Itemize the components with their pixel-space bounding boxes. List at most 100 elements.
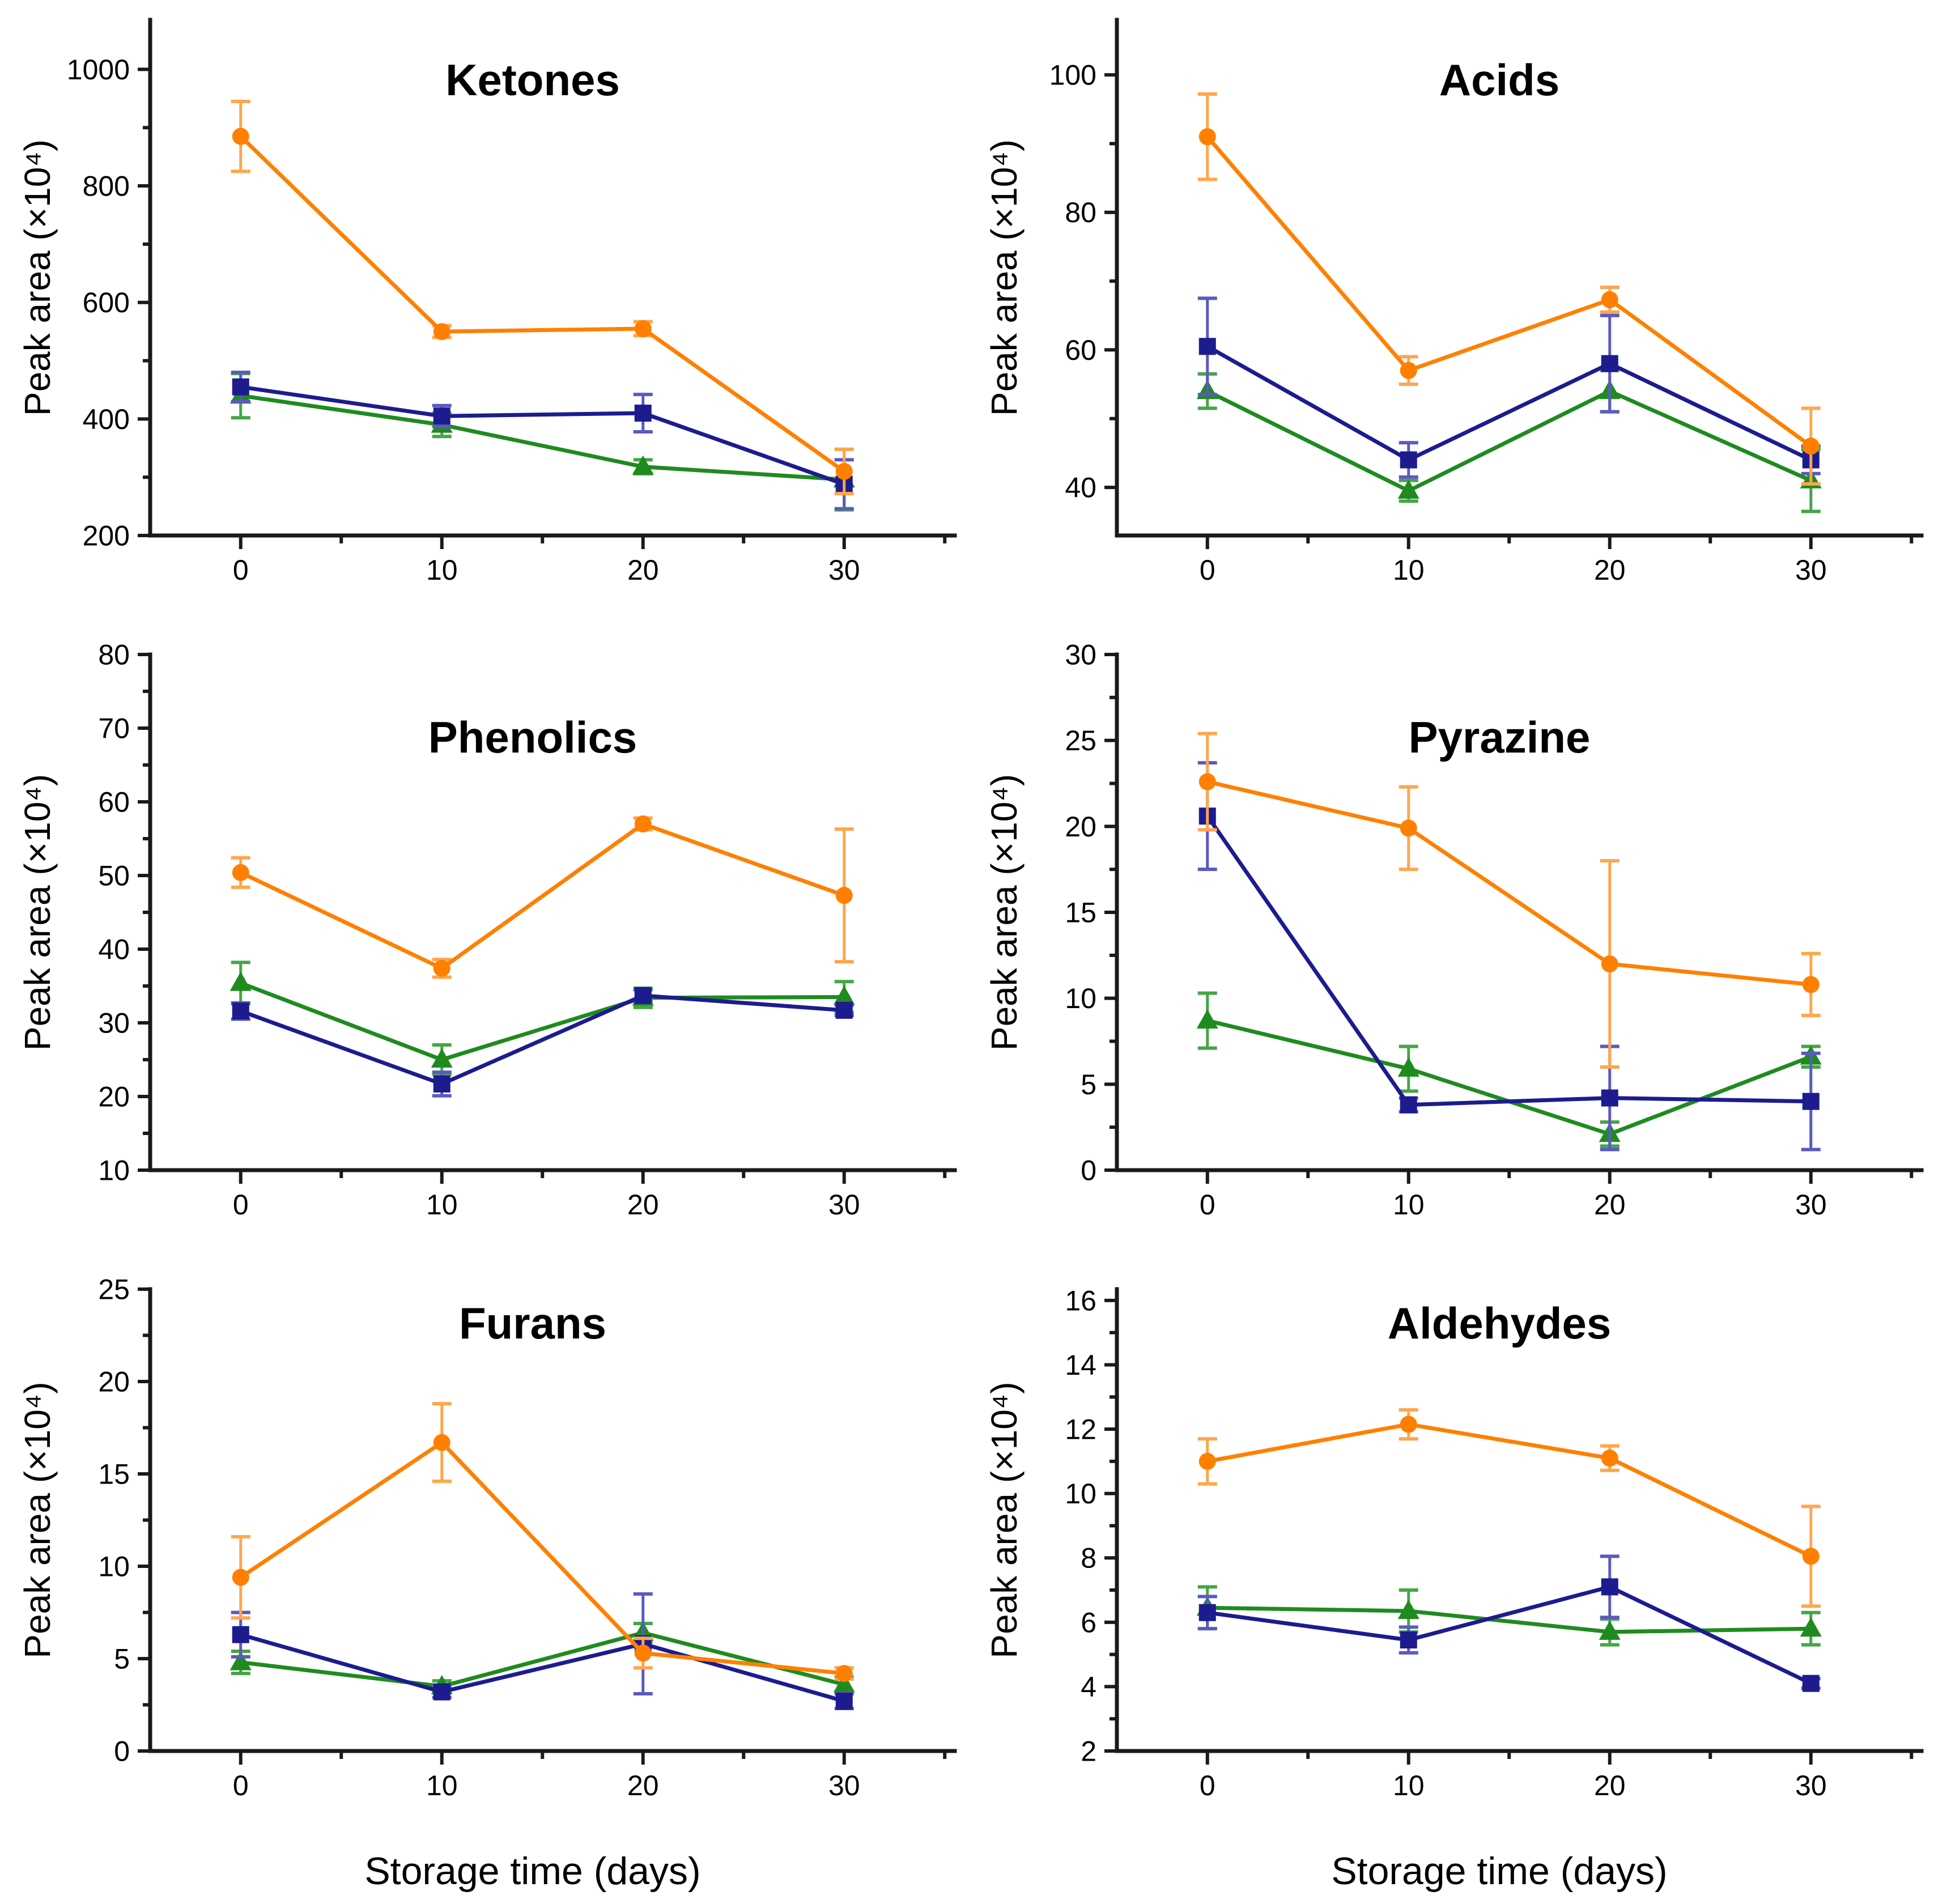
svg-text:30: 30 — [828, 554, 860, 586]
chart-pyrazine: 0 5 10 15 20 25 30 0 10 20 30 Pyrazine Peak area (×1… — [967, 635, 1934, 1269]
series-line — [1207, 1422, 1812, 1558]
y-axis-label: Peak area (×10⁴) — [17, 774, 58, 1051]
svg-text:20: 20 — [627, 1770, 659, 1801]
x-tick-labels: 0 10 20 30 — [233, 1189, 860, 1221]
data-point-marker — [1400, 1631, 1417, 1649]
svg-text:0: 0 — [233, 1189, 249, 1221]
x-tick-labels: 0 10 20 30 — [233, 1770, 860, 1801]
svg-text:0: 0 — [114, 1736, 130, 1767]
error-bars — [1197, 991, 1821, 1148]
svg-text:8: 8 — [1081, 1542, 1096, 1574]
data-point-marker — [1198, 1452, 1216, 1470]
svg-text:40: 40 — [1065, 472, 1096, 504]
error-bars — [231, 1592, 854, 1711]
series-line — [1207, 1605, 1811, 1634]
y-axis-label: Peak area (×10⁴) — [984, 774, 1025, 1051]
data-point-marker — [1599, 1620, 1621, 1640]
svg-text:50: 50 — [98, 860, 130, 892]
y-tick-labels: 0 5 10 15 20 25 — [98, 1274, 130, 1767]
svg-text:70: 70 — [98, 713, 130, 745]
data-point-marker — [1198, 338, 1216, 355]
svg-text:0: 0 — [233, 1770, 249, 1801]
series-line — [239, 135, 845, 473]
series-line — [239, 1440, 845, 1676]
error-bars — [231, 99, 854, 495]
data-point-marker — [1196, 1009, 1218, 1029]
x-axis-label: Storage time (days) — [1331, 1850, 1667, 1893]
series-navy-square — [1197, 296, 1821, 479]
series-green-triangle — [1196, 1585, 1822, 1647]
data-point-marker — [1397, 1057, 1419, 1077]
series-navy-square — [1197, 761, 1821, 1151]
svg-text:10: 10 — [1393, 1770, 1425, 1801]
data-point-marker — [1802, 1548, 1820, 1565]
chart-title: Furans — [459, 1298, 606, 1348]
tick-marks — [1104, 1298, 1914, 1765]
data-point-marker — [835, 887, 853, 904]
data-point-marker — [1802, 1093, 1820, 1110]
svg-text:10: 10 — [426, 1189, 458, 1221]
chart-furans: 0 5 10 15 20 25 0 10 20 30 Furans Peak area (×10⁴) S… — [0, 1269, 967, 1904]
svg-text:10: 10 — [426, 554, 458, 586]
data-point-marker — [835, 1665, 853, 1682]
data-point-marker — [1198, 1604, 1216, 1621]
data-point-marker — [835, 462, 853, 480]
y-tick-labels: 2 4 6 8 10 12 14 16 — [1065, 1285, 1096, 1767]
chart-acids: 40 60 80 100 0 10 20 30 Acids Peak area (×10⁴) — [967, 0, 1934, 635]
x-tick-labels: 0 10 20 30 — [1200, 554, 1827, 586]
y-axis-label: Peak area (×10⁴) — [17, 139, 58, 416]
x-tick-labels: 0 10 20 30 — [233, 554, 860, 586]
y-axis-label: Peak area (×10⁴) — [17, 1382, 58, 1658]
error-bars — [231, 960, 854, 1076]
svg-text:30: 30 — [98, 1008, 130, 1039]
svg-text:600: 600 — [83, 287, 130, 318]
svg-text:20: 20 — [1594, 1189, 1626, 1221]
data-point-marker — [232, 1569, 249, 1586]
tick-marks — [138, 653, 947, 1184]
data-point-marker — [1601, 1089, 1618, 1107]
svg-text:20: 20 — [1594, 1770, 1626, 1801]
svg-text:16: 16 — [1065, 1285, 1096, 1316]
svg-text:10: 10 — [426, 1770, 458, 1801]
x-tick-labels: 0 10 20 30 — [1200, 1770, 1827, 1801]
data-point-marker — [431, 1048, 453, 1068]
data-point-marker — [433, 323, 450, 341]
svg-text:15: 15 — [1065, 897, 1096, 929]
axes — [1115, 18, 1924, 538]
data-point-marker — [634, 320, 652, 337]
svg-text:60: 60 — [98, 787, 130, 818]
error-bars — [231, 372, 854, 512]
series-line — [1205, 815, 1811, 1107]
svg-text:30: 30 — [1795, 554, 1827, 586]
data-point-marker — [1601, 955, 1618, 972]
x-axis-label: Storage time (days) — [364, 1850, 700, 1893]
chart-title: Pyrazine — [1409, 712, 1591, 762]
y-axis-label: Peak area (×10⁴) — [984, 139, 1025, 416]
series-line — [240, 385, 845, 486]
data-point-marker — [433, 959, 450, 977]
svg-text:1000: 1000 — [67, 54, 130, 86]
svg-text:5: 5 — [114, 1643, 130, 1675]
chart-canvas-pyrazine: 0 5 10 15 20 25 30 0 10 20 30 Pyrazine Peak area (×1… — [984, 639, 1924, 1221]
chart-canvas-aldehydes: 2 4 6 8 10 12 14 16 0 10 20 30 Aldehydes Peak area (×… — [984, 1285, 1924, 1893]
series-line — [240, 981, 844, 1062]
error-bars — [1197, 1585, 1821, 1647]
svg-text:20: 20 — [98, 1081, 130, 1113]
data-point-marker — [232, 378, 249, 396]
data-point-marker — [232, 1002, 249, 1020]
svg-text:14: 14 — [1065, 1349, 1096, 1381]
svg-text:25: 25 — [1065, 725, 1096, 756]
data-point-marker — [833, 985, 855, 1005]
svg-text:30: 30 — [828, 1770, 860, 1801]
data-point-marker — [1601, 291, 1618, 308]
data-point-marker — [1400, 362, 1417, 379]
data-point-marker — [1601, 355, 1618, 372]
svg-text:10: 10 — [1065, 1478, 1096, 1510]
data-point-marker — [433, 407, 450, 425]
data-point-marker — [634, 815, 652, 832]
data-point-marker — [232, 864, 249, 881]
axes — [1115, 1287, 1924, 1753]
data-point-marker — [433, 1434, 450, 1451]
svg-text:20: 20 — [627, 554, 659, 586]
svg-text:30: 30 — [828, 1189, 860, 1221]
